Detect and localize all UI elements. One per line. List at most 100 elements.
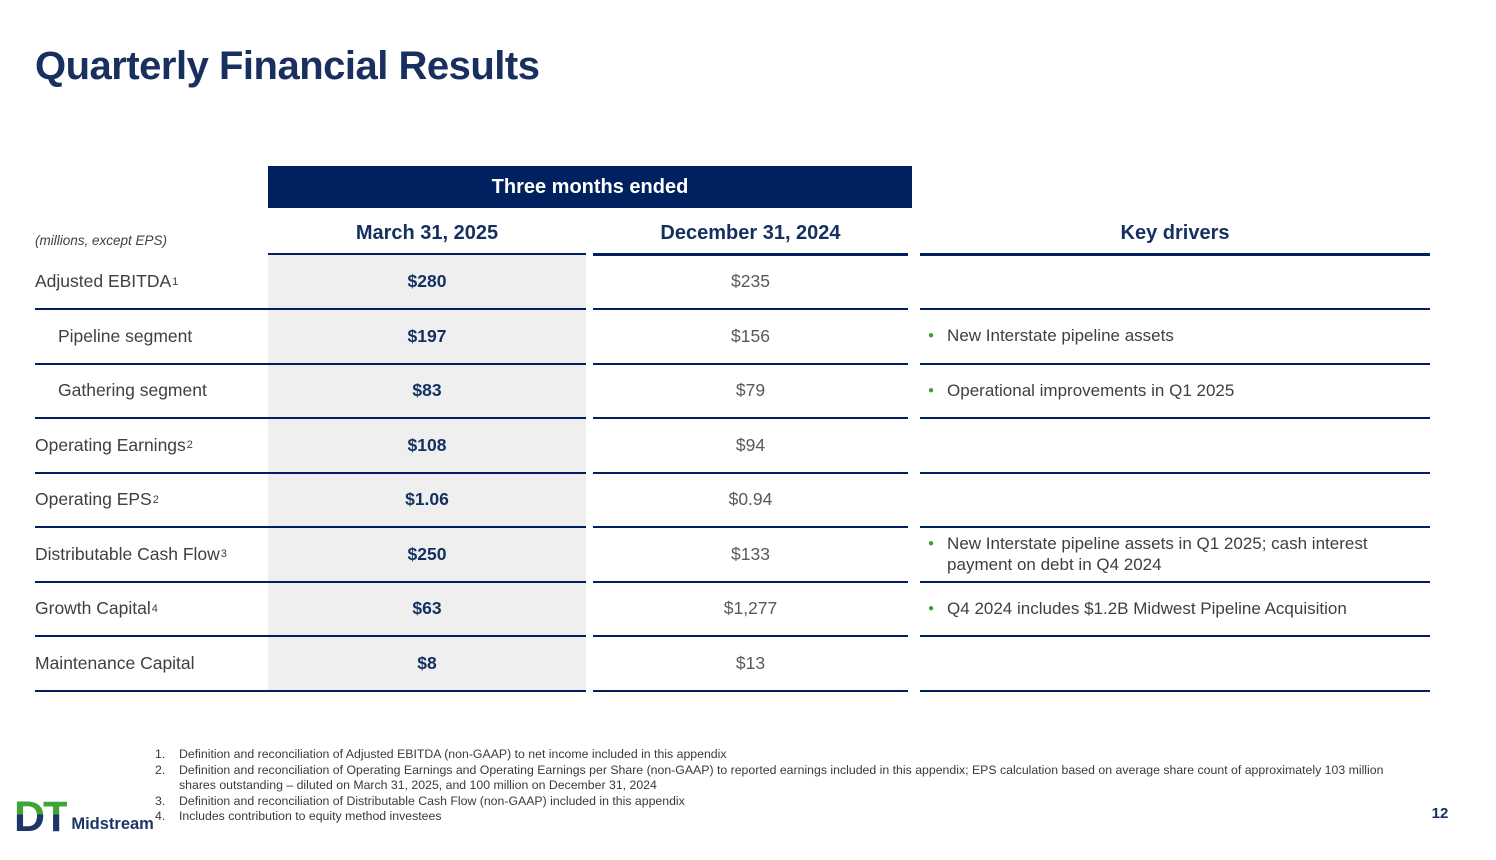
row-label: Operating EPS (35, 489, 152, 510)
column-gap (908, 365, 920, 420)
row-key-driver: Q4 2024 includes $1.2B Midwest Pipeline … (947, 598, 1347, 618)
row-value-december: $235 (593, 256, 908, 310)
row-label-cell: Adjusted EBITDA 1 (35, 256, 268, 310)
row-label-cell: Operating Earnings 2 (35, 419, 268, 474)
column-gap (586, 583, 593, 638)
row-label: Operating Earnings (35, 434, 186, 455)
row-value-march: $1.06 (268, 474, 586, 528)
row-label: Growth Capital (35, 598, 151, 619)
divider-line (920, 253, 1430, 256)
footnote-text: Includes contribution to equity method i… (179, 809, 442, 823)
footnote-number: 1. (155, 747, 166, 761)
column-gap (586, 419, 593, 474)
table-row: Distributable Cash Flow 3 $250 $133 ● New… (35, 528, 1430, 583)
column-gap (586, 528, 593, 583)
footnote-text: Definition and reconciliation of Operati… (179, 762, 1384, 793)
logo-dt-mark: DT (14, 793, 69, 841)
row-value-march: $250 (268, 528, 586, 583)
footnote-ref: 1 (172, 275, 179, 288)
row-label-cell: Maintenance Capital (35, 637, 268, 692)
row-key-driver-cell: ● (920, 419, 1430, 474)
footnote-ref: 3 (220, 548, 227, 561)
divider-line (268, 253, 586, 256)
row-label-cell: Distributable Cash Flow 3 (35, 528, 268, 583)
row-label: Distributable Cash Flow (35, 543, 220, 564)
footnotes: 1. Definition and reconciliation of Adju… (155, 747, 1411, 825)
column-gap (908, 419, 920, 474)
row-value-march: $108 (268, 419, 586, 474)
footnote: 3. Definition and reconciliation of Dist… (155, 794, 1411, 810)
row-label: Pipeline segment (58, 325, 193, 346)
column-gap (908, 310, 920, 365)
row-label: Maintenance Capital (35, 652, 195, 673)
units-note: (millions, except EPS) (35, 233, 168, 248)
row-key-driver-cell: ● New Interstate pipeline assets (920, 310, 1430, 365)
page-title: Quarterly Financial Results (35, 44, 540, 88)
row-key-driver-cell: ● Q4 2024 includes $1.2B Midwest Pipelin… (920, 583, 1430, 637)
bullet-icon: ● (928, 538, 935, 550)
row-key-driver-cell: ● Operational improvements in Q1 2025 (920, 365, 1430, 419)
table-row: Growth Capital 4 $63 $1,277 ● Q4 2024 inc… (35, 583, 1430, 638)
column-gap (586, 365, 593, 420)
column-gap (586, 474, 593, 529)
footnote-number: 2. (155, 762, 166, 777)
footnote: 4. Includes contribution to equity metho… (155, 809, 1411, 825)
column-gap (908, 474, 920, 529)
bullet-icon: ● (928, 330, 935, 342)
row-key-driver: Operational improvements in Q1 2025 (947, 380, 1235, 400)
row-value-december: $133 (593, 528, 908, 583)
row-key-driver: New Interstate pipeline assets in Q1 202… (947, 534, 1368, 575)
footnote-ref: 2 (152, 493, 159, 506)
footnote-number: 4. (155, 809, 166, 823)
column-gap (586, 637, 593, 692)
bullet-icon: ● (928, 384, 935, 396)
row-key-driver-cell: ● (920, 474, 1430, 528)
row-value-december: $1,277 (593, 583, 908, 637)
footnote-text: Definition and reconciliation of Adjuste… (179, 747, 727, 761)
row-value-december: $79 (593, 365, 908, 419)
row-label-cell: Operating EPS 2 (35, 474, 268, 528)
table-row: Maintenance Capital $8 $13 ● (35, 637, 1430, 692)
footnote-ref: 2 (186, 439, 193, 452)
column-gap (908, 637, 920, 692)
row-label-cell: Growth Capital 4 (35, 583, 268, 637)
row-label: Gathering segment (58, 380, 207, 401)
column-gap (908, 528, 920, 583)
column-gap (908, 256, 920, 311)
row-value-march: $83 (268, 365, 586, 419)
column-header-march: March 31, 2025 (355, 221, 499, 244)
column-gap (586, 256, 593, 311)
row-value-december: $13 (593, 637, 908, 692)
row-value-december: $94 (593, 419, 908, 474)
row-value-december: $156 (593, 310, 908, 365)
logo-wordmark: Midstream (71, 815, 154, 833)
footnote: 1. Definition and reconciliation of Adju… (155, 747, 1411, 763)
footnote-ref: 4 (151, 602, 158, 615)
divider-line (593, 253, 908, 256)
row-key-driver-cell: ● (920, 256, 1430, 310)
table-header-band: Three months ended (268, 166, 912, 208)
column-gap (908, 583, 920, 638)
table-row: Gathering segment $83 $79 ● Operational … (35, 365, 1430, 420)
row-value-march: $63 (268, 583, 586, 637)
table-row: Pipeline segment $197 $156 ● New Interst… (35, 310, 1430, 365)
column-header-december: December 31, 2024 (660, 221, 841, 244)
footnote-number: 3. (155, 793, 166, 808)
footnote: 2. Definition and reconciliation of Oper… (155, 763, 1411, 794)
page-number: 12 (1431, 805, 1449, 822)
row-key-driver: New Interstate pipeline assets (947, 326, 1174, 346)
row-value-december: $0.94 (593, 474, 908, 528)
bullet-icon: ● (928, 602, 935, 614)
row-key-driver-cell: ● (920, 637, 1430, 692)
footnote-text: Definition and reconciliation of Distrib… (179, 793, 685, 808)
column-header-key-drivers: Key drivers (1120, 221, 1230, 244)
row-value-march: $8 (268, 637, 586, 692)
column-gap (586, 310, 593, 365)
row-label-cell: Pipeline segment (35, 310, 268, 365)
row-label: Adjusted EBITDA (35, 271, 172, 292)
